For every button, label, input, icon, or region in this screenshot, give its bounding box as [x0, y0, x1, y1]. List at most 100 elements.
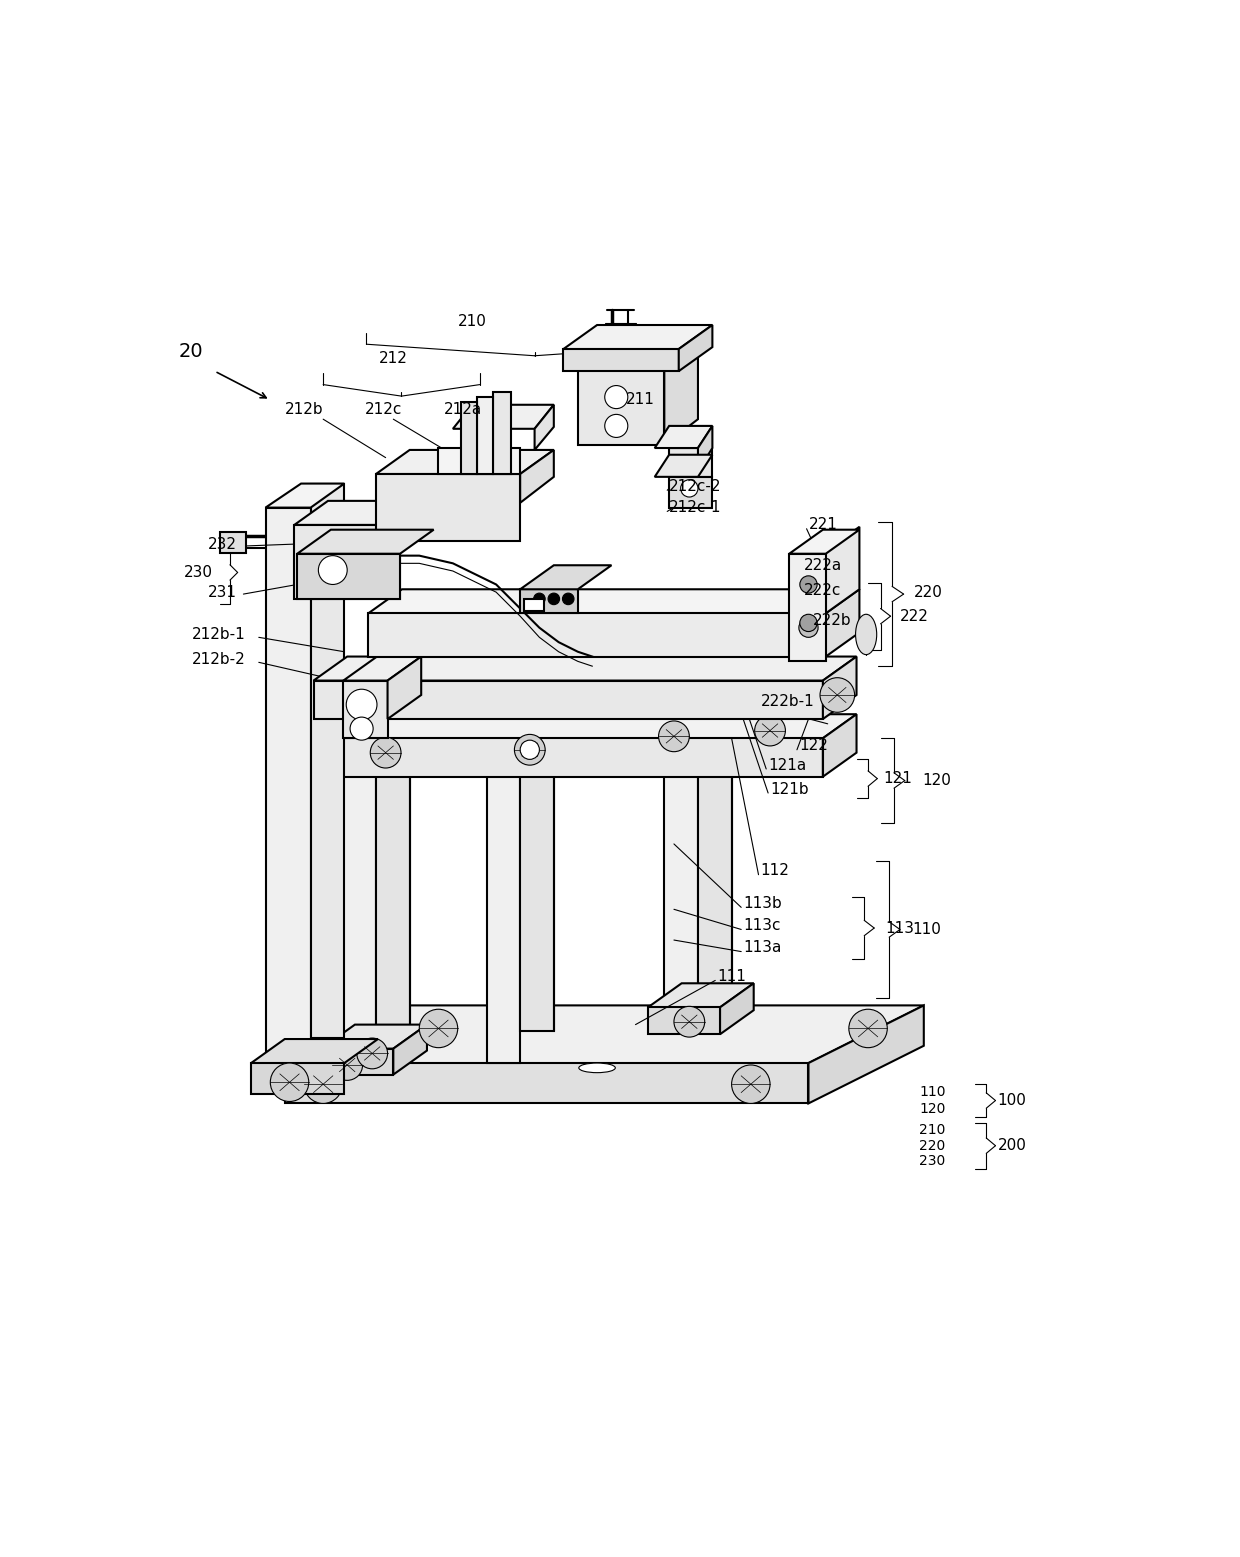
Polygon shape	[670, 476, 712, 508]
Polygon shape	[823, 715, 857, 777]
Polygon shape	[294, 525, 401, 599]
Polygon shape	[652, 685, 732, 710]
Text: 211: 211	[626, 392, 655, 408]
Text: 220: 220	[914, 585, 944, 599]
Text: 212b-1: 212b-1	[191, 627, 246, 641]
Text: 20: 20	[179, 343, 203, 361]
Polygon shape	[311, 715, 857, 738]
Ellipse shape	[579, 1063, 615, 1073]
Text: 110: 110	[919, 1085, 945, 1099]
Text: 120: 120	[919, 1102, 945, 1116]
Circle shape	[849, 1009, 888, 1048]
Circle shape	[605, 386, 627, 408]
Polygon shape	[563, 349, 678, 371]
Polygon shape	[342, 743, 376, 1063]
Circle shape	[357, 1039, 388, 1068]
Polygon shape	[314, 657, 857, 680]
Polygon shape	[311, 738, 823, 777]
Polygon shape	[285, 1006, 924, 1063]
Text: 230: 230	[184, 565, 213, 581]
Circle shape	[350, 718, 373, 740]
Circle shape	[732, 1065, 770, 1104]
Polygon shape	[534, 405, 554, 450]
Circle shape	[520, 740, 539, 760]
Polygon shape	[393, 1025, 427, 1074]
Text: 222: 222	[900, 609, 929, 624]
Polygon shape	[221, 531, 247, 553]
Polygon shape	[720, 984, 754, 1034]
Polygon shape	[250, 1063, 345, 1095]
Circle shape	[800, 576, 817, 593]
Text: 210: 210	[919, 1123, 945, 1137]
Polygon shape	[376, 473, 521, 542]
Polygon shape	[475, 719, 554, 743]
Polygon shape	[401, 501, 434, 551]
Polygon shape	[521, 589, 578, 613]
Polygon shape	[368, 589, 859, 613]
Text: 232: 232	[208, 537, 237, 551]
Polygon shape	[298, 554, 401, 599]
Polygon shape	[376, 450, 554, 473]
Circle shape	[346, 690, 377, 719]
Polygon shape	[439, 448, 521, 473]
Text: 222b: 222b	[813, 613, 852, 629]
Text: 220: 220	[919, 1138, 945, 1152]
Polygon shape	[388, 657, 422, 719]
Polygon shape	[521, 719, 554, 1031]
Polygon shape	[789, 554, 826, 662]
Text: 113: 113	[885, 922, 914, 936]
Circle shape	[605, 414, 627, 438]
Polygon shape	[265, 484, 345, 508]
Polygon shape	[321, 1025, 427, 1048]
Text: 212c-2: 212c-2	[670, 480, 722, 494]
Polygon shape	[521, 565, 611, 589]
Circle shape	[515, 735, 546, 764]
Text: 100: 100	[998, 1093, 1027, 1109]
Polygon shape	[294, 501, 434, 525]
Text: 113b: 113b	[743, 895, 782, 911]
Text: 222b-1: 222b-1	[760, 694, 815, 710]
Text: 121a: 121a	[768, 758, 806, 772]
Text: 121b: 121b	[770, 782, 808, 797]
Polygon shape	[376, 719, 409, 1031]
Circle shape	[681, 480, 698, 497]
Polygon shape	[250, 1039, 378, 1063]
Polygon shape	[343, 657, 422, 680]
Text: 212b-2: 212b-2	[191, 652, 246, 666]
Text: 212: 212	[379, 352, 408, 366]
Polygon shape	[314, 680, 823, 719]
Polygon shape	[808, 1006, 924, 1104]
Polygon shape	[525, 599, 544, 612]
Circle shape	[304, 1065, 342, 1104]
Polygon shape	[494, 392, 511, 473]
Text: 200: 200	[998, 1138, 1027, 1154]
Circle shape	[533, 593, 546, 604]
Text: 121: 121	[883, 771, 913, 786]
Text: 212c-1: 212c-1	[670, 500, 722, 515]
Circle shape	[419, 1009, 458, 1048]
Text: 122: 122	[799, 738, 828, 754]
Polygon shape	[578, 344, 698, 369]
Polygon shape	[298, 529, 434, 554]
Polygon shape	[698, 427, 712, 472]
Polygon shape	[826, 589, 859, 657]
Text: 230: 230	[919, 1154, 945, 1168]
Circle shape	[658, 721, 689, 752]
Polygon shape	[665, 710, 698, 1017]
Polygon shape	[321, 1048, 393, 1074]
Polygon shape	[285, 1063, 808, 1104]
Polygon shape	[649, 984, 754, 1007]
Text: 210: 210	[458, 313, 486, 329]
Polygon shape	[477, 397, 494, 473]
Text: 212b: 212b	[285, 402, 324, 417]
Circle shape	[755, 715, 785, 746]
Polygon shape	[823, 657, 857, 719]
Polygon shape	[670, 448, 712, 476]
Text: 212a: 212a	[444, 402, 481, 417]
Circle shape	[675, 1006, 704, 1037]
Text: 222a: 222a	[804, 557, 842, 573]
Text: 120: 120	[921, 772, 951, 788]
Circle shape	[319, 556, 347, 584]
Polygon shape	[678, 325, 712, 371]
Ellipse shape	[856, 615, 877, 654]
